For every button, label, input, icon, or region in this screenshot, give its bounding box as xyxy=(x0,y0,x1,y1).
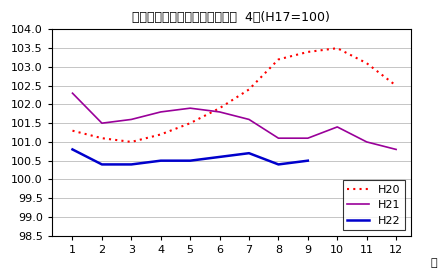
H21 xyxy=(393,148,399,151)
Text: 月: 月 xyxy=(430,258,437,268)
H20 xyxy=(129,140,134,144)
H20 xyxy=(158,133,164,136)
H20 xyxy=(99,136,104,140)
H20 xyxy=(246,88,252,91)
H22 xyxy=(187,159,193,162)
H21 xyxy=(364,140,370,144)
H22 xyxy=(305,159,310,162)
H21 xyxy=(99,122,104,125)
H21 xyxy=(305,136,310,140)
H21 xyxy=(335,125,340,129)
H20 xyxy=(187,122,193,125)
H21 xyxy=(276,136,281,140)
H20 xyxy=(305,50,310,54)
H20 xyxy=(276,58,281,61)
H22 xyxy=(129,163,134,166)
H21 xyxy=(246,118,252,121)
H20 xyxy=(364,61,370,65)
H22 xyxy=(246,151,252,155)
H22 xyxy=(158,159,164,162)
Line: H22: H22 xyxy=(73,150,308,164)
H21 xyxy=(158,110,164,114)
H22 xyxy=(217,155,222,158)
H21 xyxy=(187,107,193,110)
H20 xyxy=(393,84,399,87)
H22 xyxy=(70,148,75,151)
Line: H21: H21 xyxy=(73,93,396,150)
Legend: H20, H21, H22: H20, H21, H22 xyxy=(343,180,405,230)
H21 xyxy=(70,92,75,95)
H20 xyxy=(335,47,340,50)
H22 xyxy=(276,163,281,166)
H21 xyxy=(129,118,134,121)
Title: 生鮮食品を除く総合指数の動き  4市(H17=100): 生鮮食品を除く総合指数の動き 4市(H17=100) xyxy=(133,11,330,24)
Line: H20: H20 xyxy=(73,48,396,142)
H21 xyxy=(217,110,222,114)
H20 xyxy=(217,107,222,110)
H22 xyxy=(99,163,104,166)
H20 xyxy=(70,129,75,132)
